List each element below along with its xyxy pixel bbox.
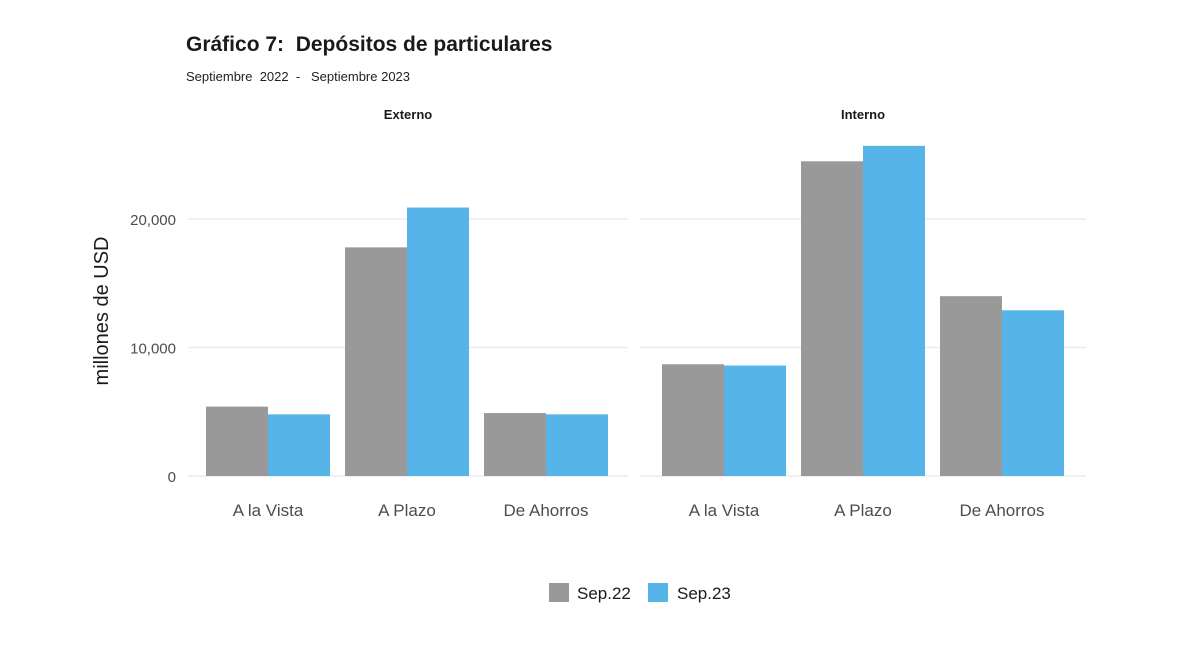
legend-label: Sep.23 [677,584,731,603]
legend-swatch [549,583,569,602]
x-tick-label: A la Vista [689,501,760,520]
y-axis-label: millones de USD [91,237,113,386]
x-tick-label: A Plazo [834,501,892,520]
y-tick-label: 10,000 [130,341,176,358]
bar [484,413,546,476]
bar [662,364,724,476]
panel-title: Externo [384,107,432,122]
legend-label: Sep.22 [577,584,631,603]
legend-swatch [648,583,668,602]
bar [1002,310,1064,476]
x-tick-label: A Plazo [378,501,436,520]
x-tick-label: De Ahorros [503,501,588,520]
panel-title: Interno [841,107,885,122]
bar [206,406,268,476]
bar [345,247,407,476]
bar [863,145,925,477]
chart-title: Gráfico 7: Depósitos de particulares [186,33,553,56]
bar [268,414,330,476]
bar [407,207,469,477]
bar [724,365,786,476]
x-tick-label: De Ahorros [959,501,1044,520]
bar [546,414,608,476]
bar [801,161,863,477]
x-tick-label: A la Vista [233,501,304,520]
chart-subtitle: Septiembre 2022 - Septiembre 2023 [186,69,411,84]
bar [940,296,1002,476]
y-tick-label: 0 [168,469,176,486]
y-tick-label: 20,000 [130,212,176,229]
